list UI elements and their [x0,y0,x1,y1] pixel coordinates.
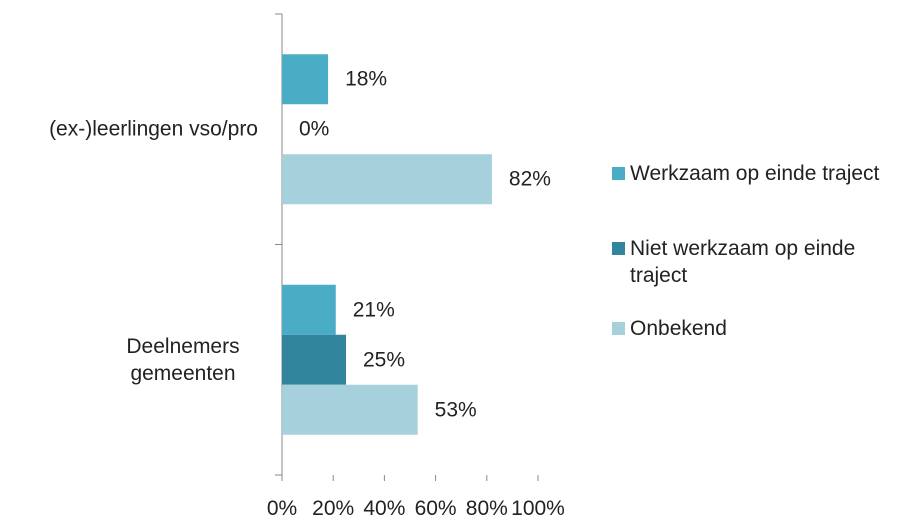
bar [282,154,492,205]
data-label: 82% [508,167,551,191]
data-label: 18% [345,67,388,91]
data-label: 0% [299,117,330,141]
x-tick-label: 80% [465,497,508,520]
x-tick-label: 60% [414,497,457,520]
bar [282,54,329,105]
x-tick-label: 0% [266,497,298,520]
category-label: (ex-)leerlingen vso/pro [49,117,258,141]
data-label: 53% [434,398,477,422]
legend-swatch [612,322,625,335]
bar [282,334,346,385]
bar [282,384,418,435]
legend-label: Werkzaam op einde traject [630,162,880,185]
legend-label: Onbekend [630,317,727,340]
legend-swatch [612,242,625,255]
data-label: 21% [352,298,395,322]
x-tick-label: 100% [511,497,565,520]
data-label: 25% [363,348,406,372]
category-label: Deelnemers gemeenten [126,334,240,385]
legend-label: Niet werkzaam op einde traject [630,237,856,287]
legend-swatch [612,167,625,180]
x-tick-label: 20% [312,497,355,520]
x-tick-label: 40% [363,497,406,520]
bar [282,284,336,335]
